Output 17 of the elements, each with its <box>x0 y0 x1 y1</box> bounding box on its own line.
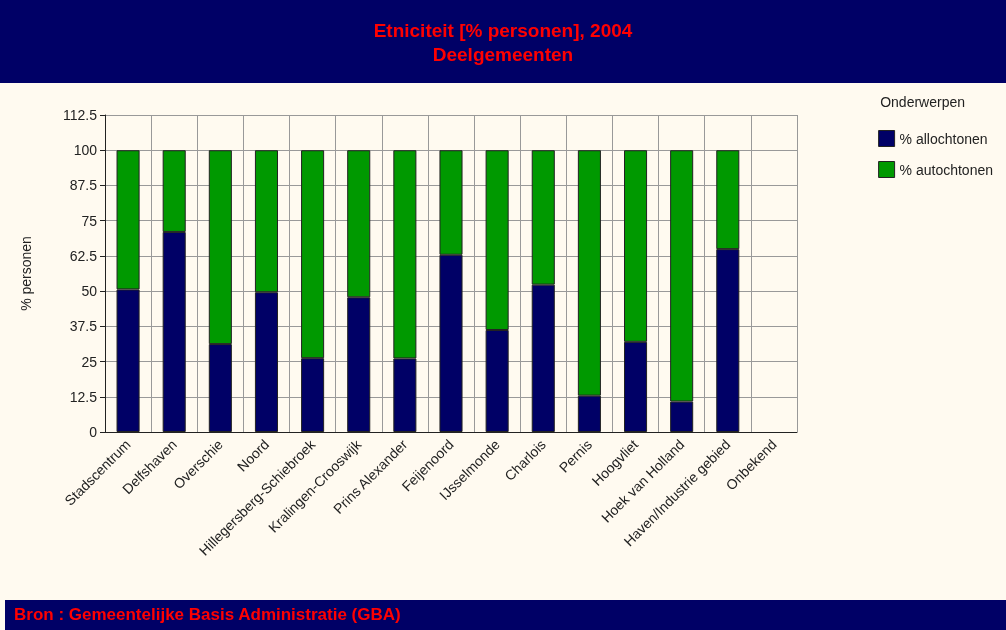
y-axis-title: % personen <box>18 236 34 311</box>
y-tick-label: 87.5 <box>69 177 98 194</box>
y-tick-label: 0 <box>89 424 98 440</box>
legend-title: Onderwerpen <box>880 94 965 110</box>
y-tick-label: 37.5 <box>69 318 98 335</box>
y-tick-label: 75 <box>81 212 98 229</box>
chart-subtitle: Deelgemeenten <box>431 43 575 67</box>
y-tick-label: 50 <box>81 283 98 300</box>
y-tick-label: 25 <box>81 353 98 370</box>
chart-title: Etniciteit [% personen], 2004 <box>372 19 634 43</box>
y-tick-label: 100 <box>73 142 98 159</box>
text: Bron : Gemeentelijke Basis Administratie (GBA) <box>5 600 1006 630</box>
legend-label: % allochtonen <box>899 130 988 147</box>
y-tick-label: 112.5 <box>63 107 98 123</box>
y-tick-label: 12.5 <box>69 388 98 405</box>
legend-label: % autochtonen <box>899 161 993 178</box>
y-tick-label: 62.5 <box>69 247 98 264</box>
